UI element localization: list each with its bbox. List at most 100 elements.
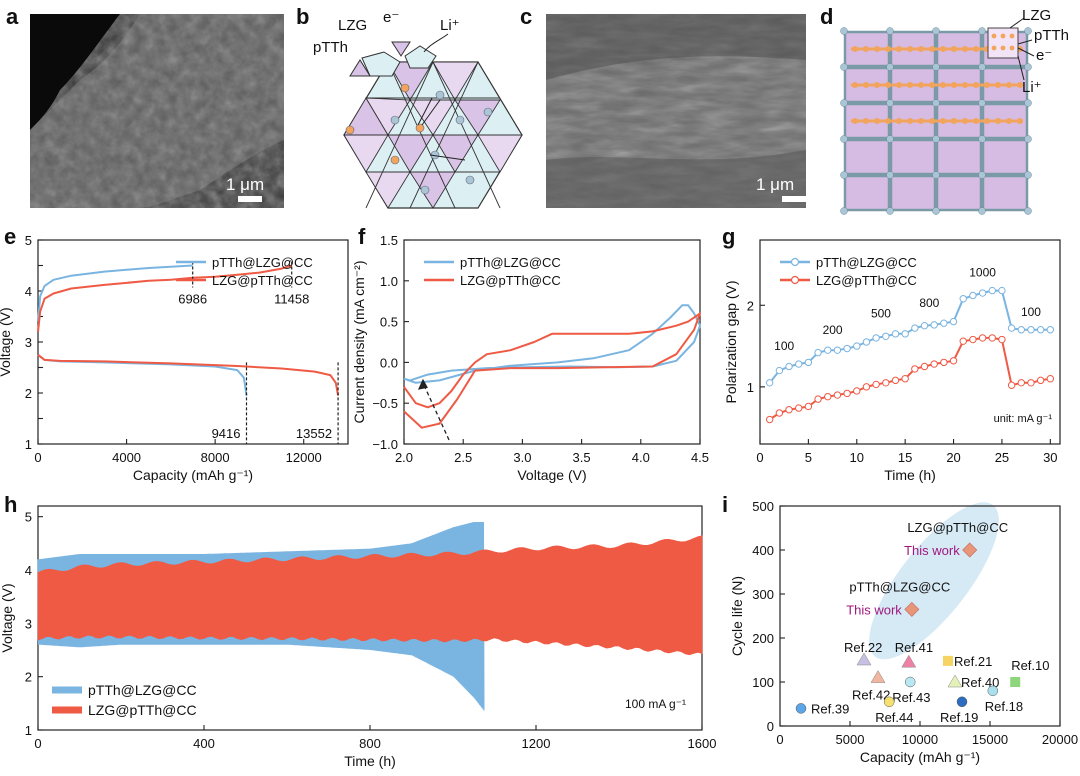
series-marker bbox=[862, 338, 871, 346]
x-tick-label: 20 bbox=[946, 450, 960, 465]
x-tick-label: 15000 bbox=[972, 732, 1008, 747]
series-marker bbox=[988, 334, 996, 342]
panel-c-label: c bbox=[520, 4, 532, 29]
series-marker bbox=[1007, 381, 1016, 389]
diffusion-arrow bbox=[421, 99, 441, 126]
pTTh-unit bbox=[852, 118, 858, 124]
series-marker bbox=[911, 365, 919, 373]
panel-g-label: g bbox=[722, 224, 735, 249]
legend-label: pTTh@LZG@CC bbox=[816, 255, 917, 270]
inset-unit bbox=[991, 45, 997, 51]
legend-marker bbox=[790, 257, 800, 267]
x-tick-label: 1600 bbox=[688, 736, 717, 751]
y-tick-label: 1 bbox=[747, 380, 754, 395]
y-tick-label: −0.5 bbox=[372, 396, 398, 411]
grid-node bbox=[886, 27, 894, 35]
series-marker bbox=[949, 357, 958, 365]
panel-c-sem-image bbox=[546, 14, 806, 208]
pTTh-unit bbox=[918, 118, 924, 124]
series-marker bbox=[969, 291, 977, 300]
pTTh-unit bbox=[962, 46, 968, 52]
data-point-Ref.22 bbox=[856, 652, 872, 666]
pTTh-unit bbox=[929, 118, 935, 124]
grid-node bbox=[886, 135, 894, 143]
pTTh-unit bbox=[951, 118, 957, 124]
legend-label: LZG@pTTh@CC bbox=[816, 273, 917, 288]
x-tick-label: 25 bbox=[995, 450, 1009, 465]
x-tick-label: 8000 bbox=[201, 450, 230, 465]
ion-dot bbox=[435, 90, 445, 100]
pTTh-unit bbox=[852, 46, 858, 52]
grid-cell bbox=[889, 138, 937, 176]
pTTh-unit bbox=[874, 118, 880, 124]
pTTh-unit bbox=[863, 82, 869, 88]
grid-node bbox=[1024, 27, 1032, 35]
grid-cell bbox=[981, 174, 1029, 212]
y-tick-label: 2 bbox=[25, 386, 32, 401]
grid-node bbox=[886, 63, 894, 71]
point-label: LZG@pTTh@CC bbox=[907, 520, 1008, 535]
inset-box bbox=[987, 27, 1019, 59]
series-LZG@pTTh@CC-discharge bbox=[37, 354, 340, 396]
series-pTTh@LZG@CC-charge bbox=[37, 264, 193, 322]
series-marker bbox=[1036, 326, 1045, 334]
grid-node bbox=[1024, 171, 1032, 179]
plot-frame bbox=[37, 239, 349, 445]
series-marker bbox=[775, 366, 784, 375]
y-tick-label: 1 bbox=[25, 437, 32, 452]
pTTh-unit bbox=[929, 46, 935, 52]
series-marker bbox=[969, 335, 977, 344]
point-label: Ref.42 bbox=[852, 688, 890, 703]
panel-d-electron-label: e⁻ bbox=[1036, 47, 1052, 64]
data-point-Ref.42 bbox=[870, 670, 886, 683]
panel-b-li-label: Li⁺ bbox=[440, 17, 460, 34]
series-marker bbox=[930, 321, 938, 329]
rate-annotation: 100 bbox=[774, 339, 794, 353]
electron-triangle bbox=[391, 41, 411, 57]
lattice-triangle bbox=[365, 97, 411, 136]
pTTh-unit bbox=[951, 82, 957, 88]
pTTh-unit bbox=[907, 82, 913, 88]
x-tick-label: 400 bbox=[193, 736, 215, 751]
x-tick-label: 4.5 bbox=[691, 450, 709, 465]
chart-i: 0 5000 10000 15000 20000 0 100 200 300 400 500 Capa… bbox=[729, 499, 1078, 765]
pTTh-unit bbox=[874, 46, 880, 52]
inset-unit bbox=[1009, 45, 1015, 51]
x-tick-label: 12000 bbox=[286, 450, 322, 465]
y-tick-label: 500 bbox=[752, 499, 774, 514]
x-tick-label: 20000 bbox=[1042, 732, 1078, 747]
inset-pointer bbox=[1017, 39, 1033, 45]
pTTh-unit bbox=[907, 46, 913, 52]
y-axis-label: Cycle life (N) bbox=[729, 576, 745, 656]
panel-h-label: h bbox=[4, 492, 17, 517]
data-point-Ref.40 bbox=[947, 674, 963, 688]
grid-node bbox=[932, 27, 940, 35]
point-label: Ref.10 bbox=[1011, 658, 1049, 673]
series-marker bbox=[920, 362, 929, 371]
series-marker bbox=[814, 348, 822, 357]
panel-e-label: e bbox=[4, 224, 16, 249]
series-marker bbox=[804, 358, 813, 367]
y-tick-label: 0.5 bbox=[380, 315, 398, 330]
series-marker bbox=[804, 402, 813, 411]
y-tick-label: 0 bbox=[767, 719, 774, 734]
lattice-line bbox=[365, 61, 434, 209]
x-tick-label: 3.0 bbox=[513, 450, 531, 465]
grid-node bbox=[932, 171, 940, 179]
panel-d-li-label: Li⁺ bbox=[1022, 79, 1042, 96]
grid-node bbox=[978, 27, 986, 35]
series-marker bbox=[1027, 379, 1035, 387]
legend-label: LZG@pTTh@CC bbox=[212, 273, 313, 288]
y-tick-label: 4 bbox=[25, 284, 32, 299]
series-marker bbox=[930, 360, 938, 368]
pTTh-unit bbox=[896, 46, 902, 52]
x-tick-label: 10000 bbox=[902, 732, 938, 747]
y-axis-label: Voltage (V) bbox=[0, 307, 13, 376]
pTTh-unit bbox=[896, 82, 902, 88]
grid-node bbox=[932, 207, 940, 215]
series-marker bbox=[891, 330, 900, 338]
series-marker bbox=[901, 330, 909, 338]
inset-pointer bbox=[1017, 47, 1035, 57]
pTTh-unit bbox=[984, 82, 990, 88]
